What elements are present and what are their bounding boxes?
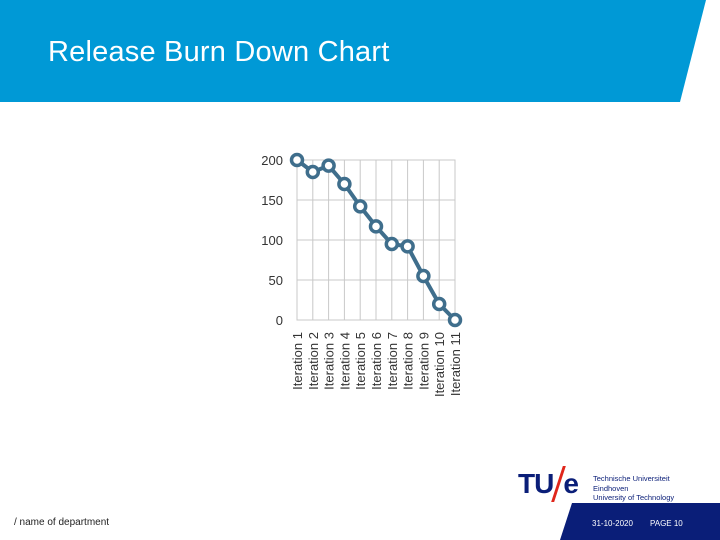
header-bar: Release Burn Down Chart	[0, 0, 720, 102]
logo-line-2: Eindhoven	[593, 483, 629, 493]
x-tick-label: Iteration 9	[416, 332, 431, 390]
footer-page-number: PAGE 10	[650, 519, 683, 528]
footer-department: / name of department	[14, 517, 110, 528]
logo-mark: TU e	[518, 468, 579, 500]
y-tick-label: 0	[276, 313, 283, 328]
x-tick-label: Iteration 4	[337, 332, 352, 390]
logo-text: Technische Universiteit Eindhoven Univer…	[593, 474, 674, 503]
x-tick-label: Iteration 11	[448, 332, 463, 396]
footer-date: 31-10-2020	[592, 519, 633, 528]
data-point	[384, 236, 400, 252]
logo-mark-e: e	[563, 468, 579, 499]
logo-line-1: Technische Universiteit	[593, 474, 670, 483]
data-point	[337, 176, 352, 192]
logo-line-3: University of Technology	[593, 493, 675, 502]
data-point	[321, 158, 336, 173]
data-point	[400, 239, 415, 254]
x-tick-label: Iteration 1	[290, 332, 305, 390]
data-point	[447, 312, 463, 328]
y-tick-label: 100	[261, 233, 283, 248]
x-tick-label: Iteration 7	[385, 332, 400, 390]
y-tick-label: 150	[261, 193, 283, 208]
x-tick-label: Iteration 2	[306, 332, 321, 390]
data-point	[431, 296, 447, 312]
x-tick-label: Iteration 6	[369, 332, 384, 390]
x-tick-label: Iteration 8	[401, 332, 416, 390]
data-point	[352, 199, 368, 214]
data-point	[416, 268, 431, 284]
data-point	[289, 152, 305, 168]
slide-title: Release Burn Down Chart	[48, 36, 390, 68]
y-tick-label: 200	[261, 153, 283, 168]
x-tick-label: Iteration 3	[322, 332, 337, 390]
tue-logo: TU e Technische Universiteit Eindhoven Un…	[518, 466, 688, 504]
x-tick-label: Iteration 5	[353, 332, 368, 390]
data-point	[305, 164, 321, 180]
header-background	[0, 0, 706, 102]
data-point	[368, 219, 384, 234]
footer-bar	[560, 503, 720, 540]
x-tick-label: Iteration 10	[432, 332, 447, 397]
logo-mark-tu: TU	[518, 468, 554, 499]
y-tick-label: 50	[269, 273, 283, 288]
